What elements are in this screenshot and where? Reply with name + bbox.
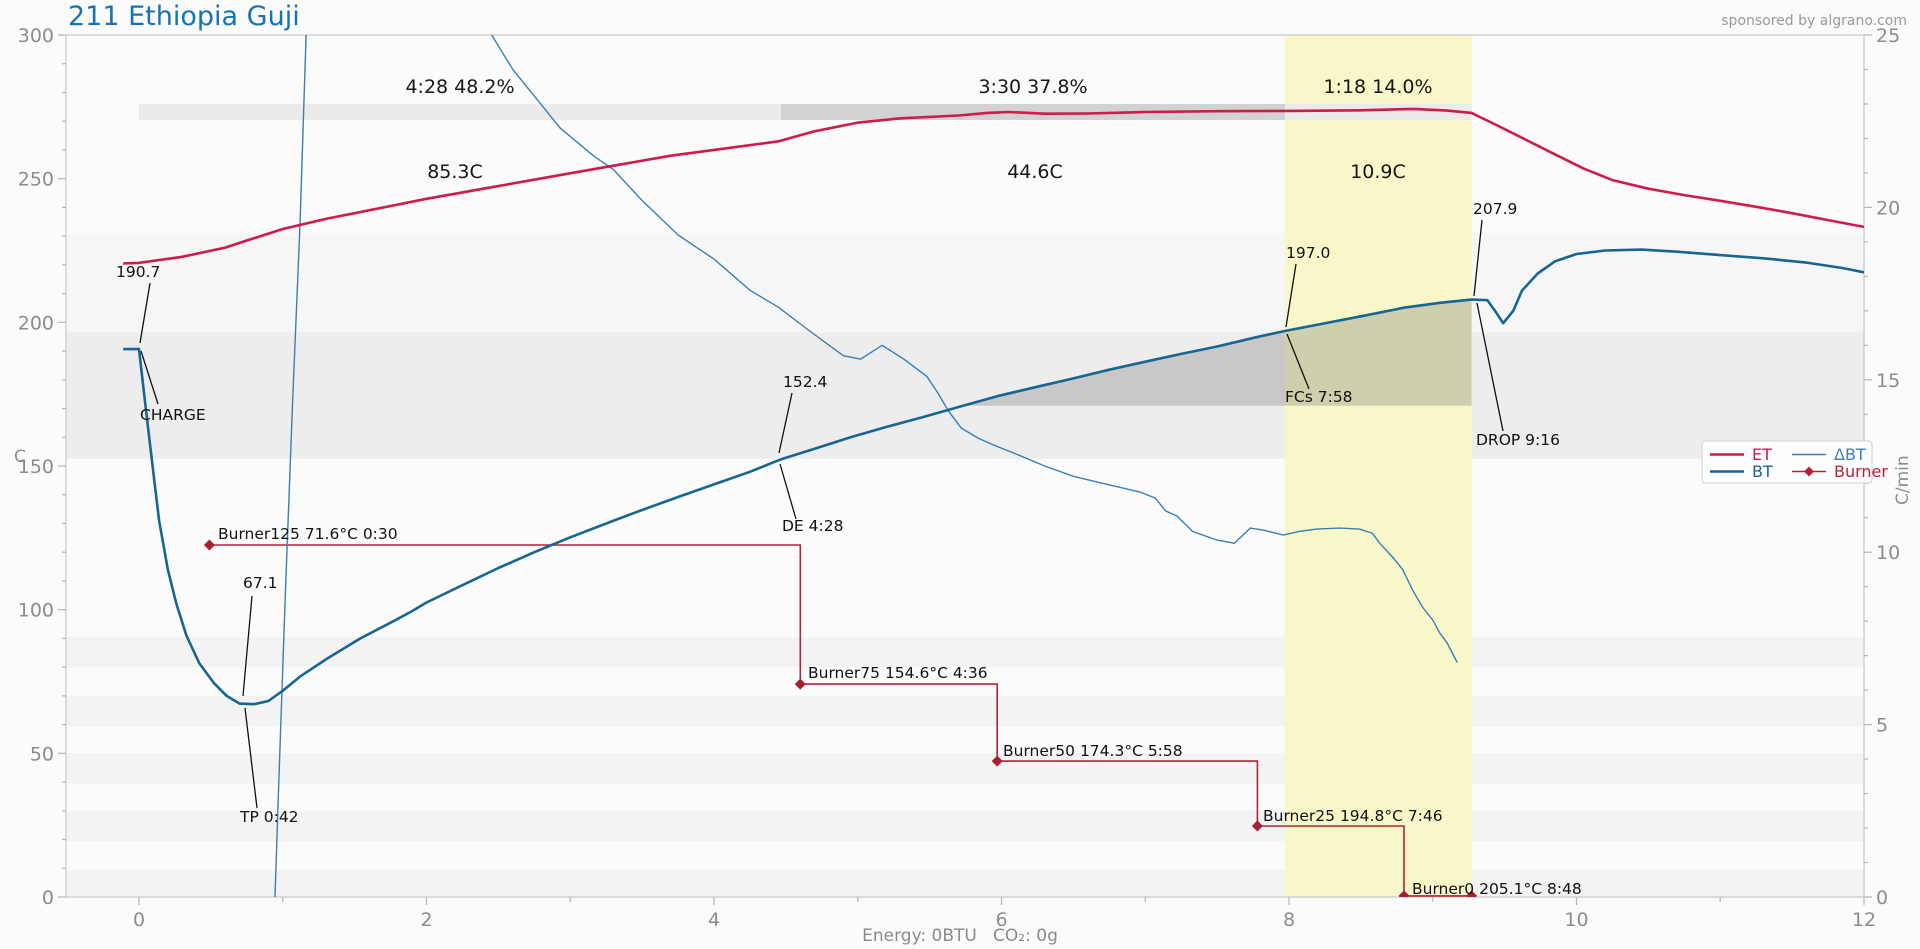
x-tick-label: 8: [1283, 909, 1295, 931]
y-right-tick-label: 25: [1876, 25, 1900, 47]
phase-time-label: 3:30 37.8%: [978, 76, 1087, 98]
energy-footer: Energy: 0BTU CO₂: 0g: [862, 926, 1058, 946]
event-annotation-drop: 207.9 DROP 9:16: [1473, 200, 1560, 449]
phase-bar-segment: [1285, 104, 1472, 120]
y-left-tick-label: 300: [18, 25, 54, 47]
y-right-axis-title: C/min: [1893, 455, 1913, 505]
y-right-tick-label: 0: [1876, 887, 1888, 909]
event-temp-label: 190.7: [116, 263, 160, 281]
event-annotation-charge: 190.7 CHARGE: [116, 263, 206, 424]
background-band: [66, 233, 1864, 333]
legend: ET ΔBT BT Burner: [1701, 440, 1888, 484]
y-left-tick-label: 50: [30, 743, 54, 765]
delta-bt-curve: [490, 35, 1458, 663]
auc-area: [964, 299, 1472, 406]
sponsor-text: sponsored by algrano.com: [1721, 13, 1907, 29]
x-tick-label: 4: [708, 909, 720, 931]
phase-time-label: 1:18 14.0%: [1323, 76, 1432, 98]
background-band: [66, 637, 1864, 668]
x-tick-label: 12: [1852, 909, 1876, 931]
delta-bt-curve: [274, 35, 307, 897]
burner-marker: [1398, 890, 1410, 897]
legend-label: BT: [1752, 462, 1773, 481]
event-temp-label: 197.0: [1286, 244, 1330, 262]
background-band: [66, 810, 1864, 841]
phase-rise-label: 44.6C: [1007, 161, 1063, 183]
legend-diamond-icon: [1804, 466, 1814, 477]
bt-curve: [123, 248, 1864, 706]
burner-marker: [1251, 820, 1263, 832]
background-band: [66, 869, 1864, 897]
axis-ticks: [58, 34, 1872, 905]
x-tick-label: 10: [1564, 909, 1588, 931]
phase-rise-label: 10.9C: [1350, 161, 1406, 183]
background-band: [66, 332, 1864, 459]
burner-marker: [794, 678, 806, 690]
event-name-label: TP 0:42: [239, 808, 299, 826]
burner-event-label: Burner25 194.8°C 7:46: [1263, 807, 1443, 825]
event-name-label: DROP 9:16: [1476, 431, 1560, 449]
y-left-tick-label: 100: [18, 600, 54, 622]
legend-label: ET: [1752, 445, 1772, 464]
y-left-tick-label: 150: [18, 456, 54, 478]
legend-label: ΔBT: [1834, 445, 1866, 464]
legend-label: Burner: [1834, 462, 1888, 481]
x-tick-label: 0: [133, 909, 145, 931]
burner-event-label: Burner125 71.6°C 0:30: [218, 525, 398, 543]
phase-rise-label: 85.3C: [427, 161, 483, 183]
event-temp-label: 207.9: [1473, 200, 1517, 218]
y-right-tick-label: 20: [1876, 197, 1900, 219]
event-temp-label: 67.1: [243, 574, 278, 592]
event-annotation-tp: 67.1 TP 0:42: [239, 574, 299, 826]
page-title: 211 Ethiopia Guji: [68, 1, 300, 32]
event-annotation-de: 152.4 DE 4:28: [778, 373, 843, 535]
burner-marker: [1466, 890, 1478, 897]
curves: [123, 35, 1864, 897]
x-tick-label: 2: [420, 909, 432, 931]
event-temp-label: 152.4: [783, 373, 827, 391]
et-curve: [123, 107, 1864, 265]
background-band: [66, 695, 1864, 727]
y-left-tick-label: 0: [42, 887, 54, 909]
burner-event-label: Burner50 174.3°C 5:58: [1003, 742, 1183, 760]
burner-marker: [203, 539, 215, 551]
legend-box: [1701, 440, 1873, 484]
y-left-tick-label: 200: [18, 312, 54, 334]
y-right-tick-label: 10: [1876, 542, 1900, 564]
y-right-tick-label: 15: [1876, 370, 1900, 392]
x-tick-label: 6: [995, 909, 1007, 931]
burner-event-label: Burner75 154.6°C 4:36: [808, 664, 988, 682]
background-band: [66, 753, 1864, 784]
burner-event-label: Burner0 205.1°C 8:48: [1412, 880, 1582, 898]
phase-bar-segment: [139, 104, 781, 120]
y-left-tick-label: 250: [18, 169, 54, 191]
event-name-label: FCs 7:58: [1285, 388, 1353, 406]
burner-step-line: [209, 544, 1472, 897]
y-left-axis-title: C: [14, 447, 26, 467]
burner-marker: [991, 755, 1003, 767]
event-annotation-fcs: 197.0 FCs 7:58: [1285, 244, 1353, 406]
event-name-label: CHARGE: [140, 406, 206, 424]
event-name-label: DE 4:28: [782, 517, 843, 535]
phase-time-label: 4:28 48.2%: [405, 76, 514, 98]
y-right-tick-label: 5: [1876, 715, 1888, 737]
first-crack-region: [1284, 35, 1472, 897]
